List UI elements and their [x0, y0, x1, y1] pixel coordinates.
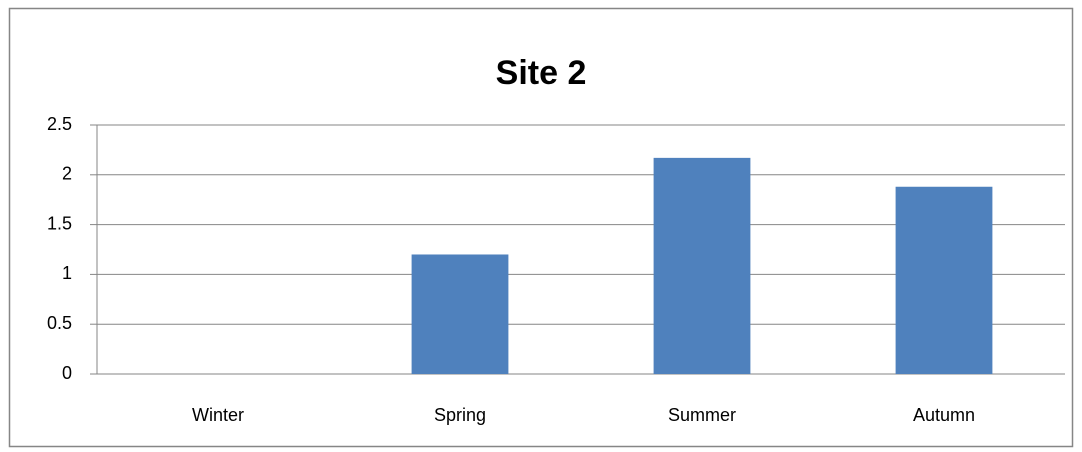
- x-tick-label: Winter: [192, 405, 244, 425]
- y-tick-label: 0: [62, 363, 72, 383]
- y-tick-label: 1: [62, 263, 72, 283]
- bar: [411, 254, 509, 374]
- x-tick-label: Summer: [668, 405, 736, 425]
- bar: [653, 157, 751, 374]
- x-tick-label: Autumn: [913, 405, 975, 425]
- y-tick-label: 2.5: [47, 114, 72, 134]
- bar: [895, 186, 993, 374]
- y-tick-label: 1.5: [47, 213, 72, 233]
- y-tick-label: 2: [62, 164, 72, 184]
- x-tick-label: Spring: [434, 405, 486, 425]
- chart-title: Site 2: [496, 54, 587, 92]
- y-tick-label: 0.5: [47, 313, 72, 333]
